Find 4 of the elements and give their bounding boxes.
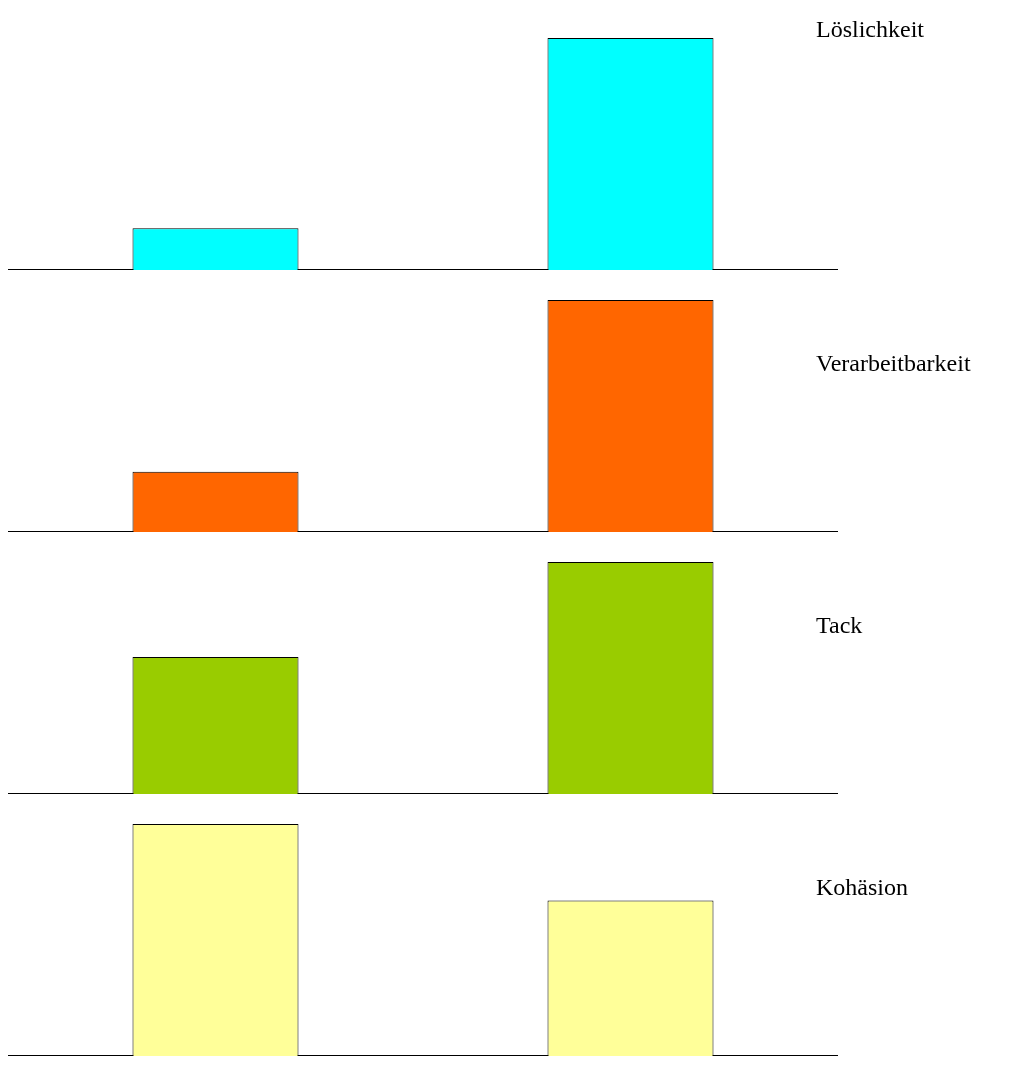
- chart-title: Löslichkeit: [816, 16, 924, 43]
- text: Verarbeitbarkeit: [816, 350, 971, 377]
- text: Kohäsion: [816, 874, 908, 901]
- text: Tack: [816, 612, 863, 639]
